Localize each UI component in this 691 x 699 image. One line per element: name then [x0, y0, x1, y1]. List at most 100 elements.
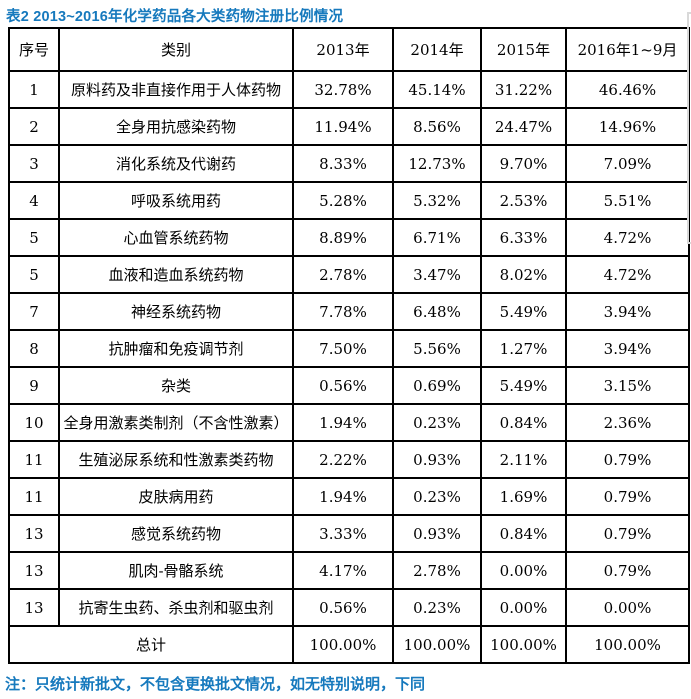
category-cell: 抗肿瘤和免疫调节剂 [58, 329, 294, 368]
category-cell: 血液和造血系统药物 [58, 255, 294, 294]
category-cell: 全身用激素类制剂（不含性激素） [58, 403, 294, 442]
table-title: 表2 2013~2016年化学药品各大类药物注册比例情况 [6, 9, 344, 25]
category-cell: 皮肤病用药 [58, 477, 294, 516]
table-row: 4 呼吸系统用药 5.28% 5.32% 2.53% 5.51% [8, 181, 690, 220]
total-row: 总计 100.00% 100.00% 100.00% 100.00% [8, 625, 690, 664]
percentage-cell: 2.78% [392, 551, 482, 590]
table-row: 10 全身用激素类制剂（不含性激素） 1.94% 0.23% 0.84% 2.36% [8, 403, 690, 442]
percentage-cell: 4.17% [292, 551, 394, 590]
table-row: 2 全身用抗感染药物 11.94% 8.56% 24.47% 14.96% [8, 107, 690, 146]
adjacent-frame-top-corner [687, 12, 691, 14]
table-row: 9 杂类 0.56% 0.69% 5.49% 3.15% [8, 366, 690, 405]
table-row: 11 皮肤病用药 1.94% 0.23% 1.69% 0.79% [8, 477, 690, 516]
table-row: 1 原料药及非直接作用于人体药物 32.78% 45.14% 31.22% 46.46% [8, 70, 690, 109]
percentage-cell: 12.73% [392, 144, 482, 183]
percentage-cell: 1.27% [480, 329, 567, 368]
col-header-2016: 2016年1~9月 [565, 27, 690, 72]
adjacent-frame-left-border [687, 12, 689, 244]
percentage-cell: 0.56% [292, 588, 394, 627]
percentage-cell: 0.00% [480, 551, 567, 590]
percentage-cell: 0.69% [392, 366, 482, 405]
table-row: 3 消化系统及代谢药 8.33% 12.73% 9.70% 7.09% [8, 144, 690, 183]
table-row: 5 心血管系统药物 8.89% 6.71% 6.33% 4.72% [8, 218, 690, 257]
percentage-cell: 8.02% [480, 255, 567, 294]
percentage-cell: 0.84% [480, 403, 567, 442]
percentage-cell: 0.79% [565, 440, 690, 479]
col-header-2015: 2015年 [480, 27, 567, 72]
percentage-cell: 32.78% [292, 70, 394, 109]
row-index-cell: 13 [8, 514, 60, 553]
percentage-cell: 0.23% [392, 588, 482, 627]
row-index-cell: 4 [8, 181, 60, 220]
percentage-cell: 2.11% [480, 440, 567, 479]
percentage-cell: 8.33% [292, 144, 394, 183]
table-row: 13 感觉系统药物 3.33% 0.93% 0.84% 0.79% [8, 514, 690, 553]
percentage-cell: 46.46% [565, 70, 690, 109]
table-row: 13 肌肉-骨骼系统 4.17% 2.78% 0.00% 0.79% [8, 551, 690, 590]
percentage-cell: 4.72% [565, 218, 690, 257]
category-cell: 神经系统药物 [58, 292, 294, 331]
category-cell: 抗寄生虫药、杀虫剂和驱虫剂 [58, 588, 294, 627]
percentage-cell: 3.15% [565, 366, 690, 405]
row-index-cell: 13 [8, 588, 60, 627]
percentage-cell: 2.78% [292, 255, 394, 294]
table-row: 8 抗肿瘤和免疫调节剂 7.50% 5.56% 1.27% 3.94% [8, 329, 690, 368]
col-header-2014: 2014年 [392, 27, 482, 72]
percentage-cell: 2.22% [292, 440, 394, 479]
table-row: 11 生殖泌尿系统和性激素类药物 2.22% 0.93% 2.11% 0.79% [8, 440, 690, 479]
percentage-cell: 6.48% [392, 292, 482, 331]
percentage-cell: 1.69% [480, 477, 567, 516]
col-header-category: 类别 [58, 27, 294, 72]
percentage-cell: 45.14% [392, 70, 482, 109]
percentage-cell: 1.94% [292, 403, 394, 442]
percentage-cell: 31.22% [480, 70, 567, 109]
percentage-cell: 0.23% [392, 477, 482, 516]
category-cell: 生殖泌尿系统和性激素类药物 [58, 440, 294, 479]
percentage-cell: 6.71% [392, 218, 482, 257]
percentage-cell: 5.28% [292, 181, 394, 220]
row-index-cell: 11 [8, 440, 60, 479]
total-label-cell: 总计 [8, 625, 294, 664]
percentage-cell: 3.47% [392, 255, 482, 294]
table-row: 13 抗寄生虫药、杀虫剂和驱虫剂 0.56% 0.23% 0.00% 0.00% [8, 588, 690, 627]
percentage-cell: 6.33% [480, 218, 567, 257]
percentage-cell: 8.89% [292, 218, 394, 257]
row-index-cell: 13 [8, 551, 60, 590]
percentage-cell: 5.32% [392, 181, 482, 220]
percentage-cell: 11.94% [292, 107, 394, 146]
category-cell: 消化系统及代谢药 [58, 144, 294, 183]
row-index-cell: 10 [8, 403, 60, 442]
percentage-cell: 3.94% [565, 329, 690, 368]
category-cell: 感觉系统药物 [58, 514, 294, 553]
row-index-cell: 7 [8, 292, 60, 331]
percentage-cell: 4.72% [565, 255, 690, 294]
percentage-cell: 0.00% [480, 588, 567, 627]
row-index-cell: 8 [8, 329, 60, 368]
percentage-cell: 7.09% [565, 144, 690, 183]
category-cell: 呼吸系统用药 [58, 181, 294, 220]
drug-registration-table: 序号 类别 2013年 2014年 2015年 2016年1~9月 1 原料药及非… [8, 27, 690, 664]
row-index-cell: 3 [8, 144, 60, 183]
col-header-2013: 2013年 [292, 27, 394, 72]
percentage-cell: 0.84% [480, 514, 567, 553]
table-row: 7 神经系统药物 7.78% 6.48% 5.49% 3.94% [8, 292, 690, 331]
percentage-cell: 0.93% [392, 514, 482, 553]
table-row: 5 血液和造血系统药物 2.78% 3.47% 8.02% 4.72% [8, 255, 690, 294]
percentage-cell: 0.56% [292, 366, 394, 405]
percentage-cell: 5.49% [480, 366, 567, 405]
percentage-cell: 7.50% [292, 329, 394, 368]
percentage-cell: 3.94% [565, 292, 690, 331]
percentage-cell: 9.70% [480, 144, 567, 183]
table-body: 1 原料药及非直接作用于人体药物 32.78% 45.14% 31.22% 46.46% 2… [8, 70, 690, 664]
total-percentage-cell: 100.00% [480, 625, 567, 664]
category-cell: 肌肉-骨骼系统 [58, 551, 294, 590]
category-cell: 杂类 [58, 366, 294, 405]
row-index-cell: 9 [8, 366, 60, 405]
percentage-cell: 24.47% [480, 107, 567, 146]
percentage-cell: 0.00% [565, 588, 690, 627]
percentage-cell: 3.33% [292, 514, 394, 553]
percentage-cell: 0.93% [392, 440, 482, 479]
percentage-cell: 14.96% [565, 107, 690, 146]
total-percentage-cell: 100.00% [292, 625, 394, 664]
percentage-cell: 0.23% [392, 403, 482, 442]
